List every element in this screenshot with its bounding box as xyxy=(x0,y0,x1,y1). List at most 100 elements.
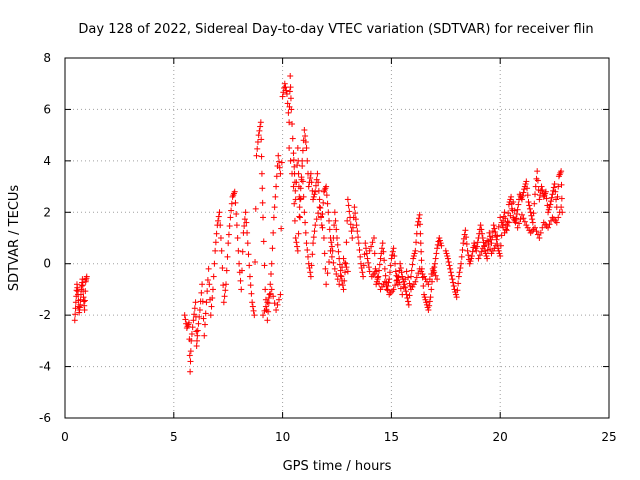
data-point xyxy=(420,283,427,289)
data-point xyxy=(392,282,399,289)
data-point xyxy=(328,243,335,250)
data-point xyxy=(317,205,324,211)
data-point xyxy=(477,222,484,229)
data-point xyxy=(287,157,294,164)
data-point xyxy=(461,231,468,238)
data-point xyxy=(77,291,84,298)
data-point xyxy=(378,245,385,252)
data-point xyxy=(313,176,320,183)
data-point xyxy=(331,222,338,229)
data-point xyxy=(324,270,331,277)
data-point xyxy=(417,230,424,237)
data-point xyxy=(295,230,302,237)
data-point xyxy=(195,320,202,327)
data-point xyxy=(426,298,433,305)
data-point xyxy=(212,239,219,246)
data-point xyxy=(368,243,375,250)
data-point xyxy=(297,196,304,203)
data-point xyxy=(534,168,541,175)
data-point xyxy=(458,253,465,260)
data-point xyxy=(225,231,232,238)
data-point xyxy=(416,265,423,272)
data-point xyxy=(212,247,219,254)
data-point xyxy=(283,91,290,97)
data-point xyxy=(407,286,414,293)
data-point xyxy=(547,201,554,208)
data-point xyxy=(377,255,384,262)
data-point xyxy=(289,121,296,127)
data-point xyxy=(445,259,452,265)
data-point xyxy=(426,302,433,309)
data-point xyxy=(390,245,397,252)
data-point xyxy=(244,229,251,236)
data-point xyxy=(538,183,545,190)
data-point xyxy=(83,273,90,280)
data-point xyxy=(456,269,463,276)
data-point xyxy=(491,245,498,252)
data-point xyxy=(405,274,412,281)
data-point xyxy=(272,193,279,200)
data-point xyxy=(421,273,428,280)
data-point xyxy=(537,229,544,236)
data-point xyxy=(307,269,314,276)
data-point xyxy=(369,239,376,246)
data-point xyxy=(446,262,453,269)
data-point xyxy=(194,332,201,339)
data-point xyxy=(82,288,89,295)
data-point xyxy=(443,250,450,257)
data-point xyxy=(543,195,550,202)
data-point xyxy=(238,286,245,293)
data-point xyxy=(415,215,422,222)
data-point xyxy=(551,181,558,187)
data-point xyxy=(388,255,395,262)
data-point xyxy=(331,265,338,272)
data-point xyxy=(558,168,565,175)
data-point xyxy=(526,202,533,209)
data-point xyxy=(310,196,317,203)
data-point xyxy=(265,300,272,307)
data-point xyxy=(545,224,552,231)
data-point xyxy=(262,303,269,310)
data-point xyxy=(529,219,536,226)
data-point xyxy=(418,257,425,264)
data-point xyxy=(464,247,471,254)
data-point xyxy=(518,211,525,218)
y-tick-label: -4 xyxy=(39,360,51,374)
data-point xyxy=(293,239,300,246)
data-point xyxy=(343,239,350,246)
data-point xyxy=(291,200,298,207)
data-point xyxy=(433,250,440,257)
data-point xyxy=(374,274,381,281)
data-point xyxy=(534,177,541,184)
data-point xyxy=(244,240,251,247)
x-axis-label: GPS time / hours xyxy=(283,459,392,474)
data-point xyxy=(469,248,476,255)
data-point xyxy=(431,260,438,267)
data-point xyxy=(246,262,253,269)
data-point xyxy=(200,315,207,322)
data-point xyxy=(484,255,491,262)
data-point xyxy=(373,268,380,275)
data-point xyxy=(401,281,408,288)
data-point xyxy=(273,307,280,313)
data-point xyxy=(225,240,232,247)
data-point xyxy=(400,278,407,285)
data-point xyxy=(274,301,281,308)
data-point xyxy=(228,200,235,207)
data-point xyxy=(545,206,552,213)
data-point xyxy=(493,236,500,243)
data-point xyxy=(466,260,473,267)
data-point xyxy=(516,220,523,227)
data-point xyxy=(241,216,248,223)
data-point xyxy=(312,222,319,229)
data-point xyxy=(536,196,543,203)
data-point xyxy=(289,135,296,142)
data-point xyxy=(255,132,262,139)
data-point xyxy=(495,247,502,254)
y-tick-label: 4 xyxy=(43,154,51,168)
data-point xyxy=(334,235,340,241)
data-point xyxy=(209,286,216,293)
data-point xyxy=(510,199,517,205)
y-tick-label: 6 xyxy=(43,102,51,116)
